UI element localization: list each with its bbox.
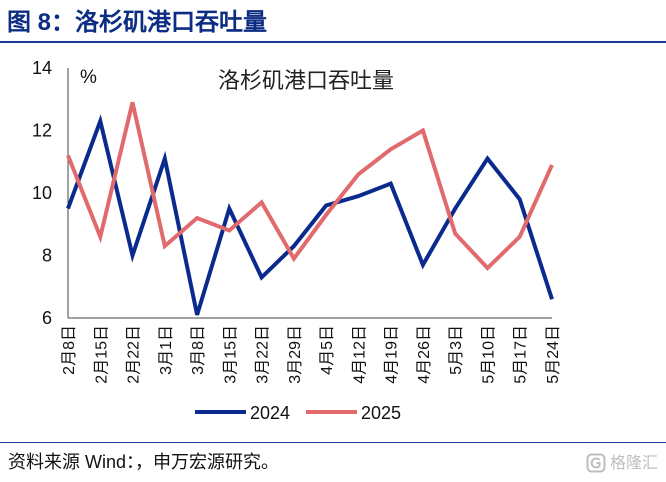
watermark: 格隆汇 [586,453,658,473]
x-tick-label: 5月24日 [545,325,562,384]
x-tick-label: 2月22日 [126,325,143,384]
y-tick-label: 14 [32,58,52,78]
y-tick-label: 10 [32,183,52,203]
source-note: 资料来源 Wind：，申万宏源研究。 [8,452,280,472]
x-tick-label: 5月3日 [448,325,465,375]
line-chart: 洛杉矶港口吞吐量 % 6 8 10 12 14 2月8日 2月15日 2月22日 3月1日 3月8… [32,58,562,423]
x-tick-label: 3月15日 [222,325,239,384]
series-line-2024 [66,114,554,316]
footer-rule [0,442,666,443]
x-tick-label: 4月12日 [351,325,368,384]
x-tick-label: 5月10日 [480,325,497,384]
y-tick-label: 6 [42,308,52,328]
y-axis-unit-label: % [80,67,97,88]
x-tick-label: 3月22日 [255,325,272,384]
x-tick-label: 4月19日 [384,325,401,384]
figure-title: 图 8：洛杉矶港口吞吐量 [7,9,268,36]
x-tick-label: 4月26日 [416,325,433,384]
axes: 6 8 10 12 14 2月8日 2月15日 2月22日 3月1日 3月8日 3月15日 3月22日… [32,58,562,384]
y-tick-label: 8 [42,246,52,266]
x-tick-label: 3月1日 [158,325,175,375]
x-tick-label: 3月8日 [190,325,207,375]
chart-title: 洛杉矶港口吞吐量 [218,68,394,93]
legend: 2024 2025 [195,403,401,423]
y-tick-label: 12 [32,121,52,141]
x-tick-label: 4月5日 [319,325,336,375]
legend-label-2025: 2025 [361,403,401,423]
watermark-text: 格隆汇 [609,453,658,472]
gelonghui-logo-icon [586,453,606,473]
series-line-2025 [66,101,554,271]
x-tick-label: 5月17日 [513,325,530,384]
x-tick-label: 2月8日 [61,325,78,375]
x-tick-label: 2月15日 [93,325,110,384]
x-tick-label: 3月29日 [287,325,304,384]
series-group [66,101,554,316]
legend-label-2024: 2024 [250,403,290,423]
header-rule [0,41,666,43]
